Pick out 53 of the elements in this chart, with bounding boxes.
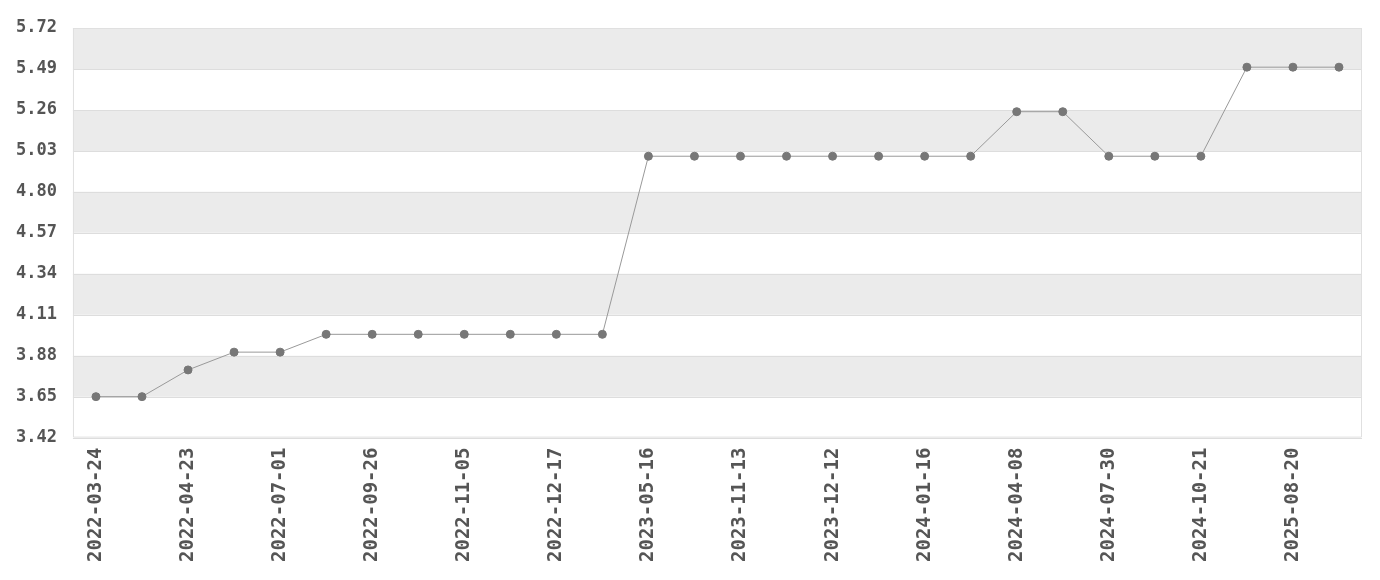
point [874,151,884,161]
point [137,392,147,402]
point [966,151,976,161]
point [505,329,515,339]
x-tick-label: 2022-11-05 [451,447,474,562]
point [229,347,239,357]
y-tick-label: 5.03 [15,139,57,160]
point [1104,151,1114,161]
point [643,151,653,161]
point [828,151,838,161]
x-tick-label: 2024-10-21 [1187,447,1210,562]
x-tick-label: 2024-04-08 [1003,447,1026,562]
x-tick-label: 2025-08-20 [1279,447,1302,562]
point [1012,107,1022,117]
x-tick-label: 2023-12-12 [819,447,842,562]
point [183,365,193,375]
y-tick-label: 4.34 [15,262,57,283]
x-tick-label: 2022-07-01 [267,447,290,562]
y-tick-label: 4.57 [15,221,57,242]
x-tick-label: 2023-11-13 [727,447,750,562]
point [367,329,377,339]
y-tick-label: 5.72 [15,16,57,37]
point [1242,62,1252,72]
point [275,347,285,357]
point [413,329,423,339]
point [551,329,561,339]
y-tick-label: 5.49 [15,57,57,78]
point [321,329,331,339]
point [920,151,930,161]
x-tick-label: 2022-12-17 [543,447,566,562]
x-tick-label: 2022-03-24 [82,447,105,562]
y-tick-label: 5.26 [15,98,57,119]
point [782,151,792,161]
x-tick-label: 2023-05-16 [635,447,658,562]
point [91,392,101,402]
point [1196,151,1206,161]
x-tick-label: 2022-09-26 [359,447,382,562]
x-tick-label: 2024-01-16 [911,447,934,562]
point [597,329,607,339]
point [1150,151,1160,161]
x-tick-label: 2024-07-30 [1095,447,1118,562]
y-tick-label: 3.88 [15,344,57,365]
point [459,329,469,339]
point [689,151,699,161]
point [1334,62,1344,72]
y-tick-label: 4.11 [15,303,57,324]
point [1058,107,1068,117]
point [735,151,745,161]
y-tick-label: 3.42 [15,426,57,447]
y-tick-label: 4.80 [15,180,57,201]
point [1288,62,1298,72]
x-tick-label: 2022-04-23 [174,447,197,562]
y-tick-label: 3.65 [15,385,57,406]
